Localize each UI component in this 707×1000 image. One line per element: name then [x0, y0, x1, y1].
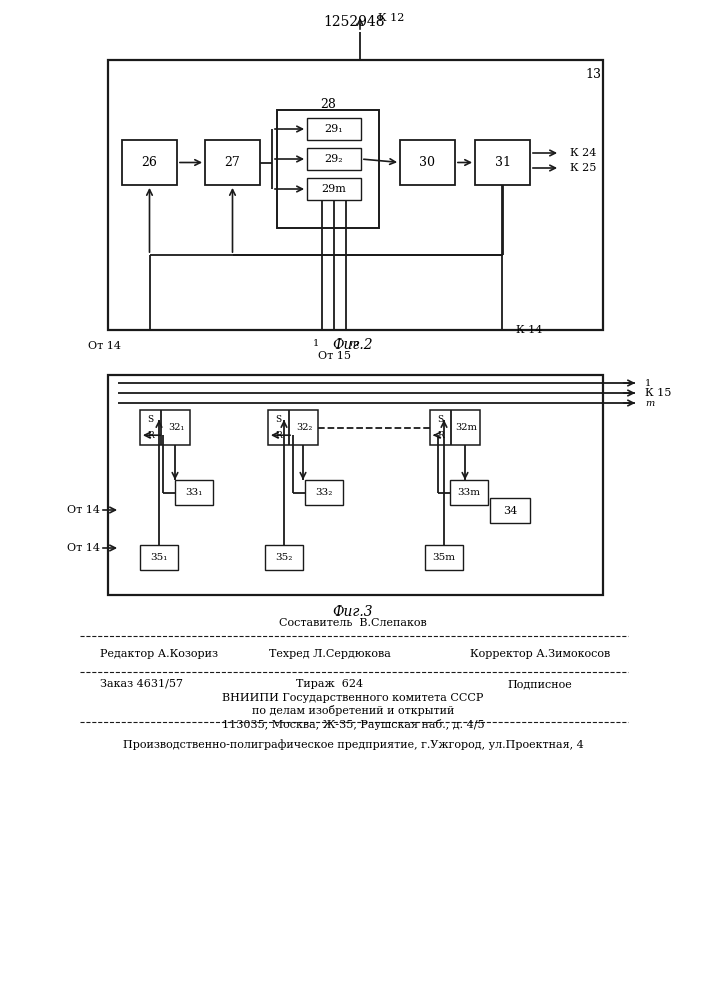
Text: по делам изобретений и открытий: по делам изобретений и открытий — [252, 706, 454, 716]
Text: 35₂: 35₂ — [275, 553, 293, 562]
Text: К 14: К 14 — [516, 325, 542, 335]
Bar — [205, 140, 260, 185]
Text: От 14: От 14 — [67, 543, 100, 553]
Text: 33₂: 33₂ — [315, 488, 333, 497]
Text: Производственно-полиграфическое предприятие, г.Ужгород, ул.Проектная, 4: Производственно-полиграфическое предприя… — [122, 740, 583, 750]
Bar — [475, 140, 530, 185]
Bar — [268, 410, 318, 445]
Bar — [175, 480, 213, 505]
Bar — [307, 148, 361, 170]
Bar — [277, 110, 379, 228]
Text: 28: 28 — [320, 98, 336, 110]
Text: 31: 31 — [494, 156, 510, 169]
Text: К 25: К 25 — [570, 163, 597, 173]
Text: S: S — [276, 415, 281, 424]
Text: 32m: 32m — [455, 423, 477, 432]
Bar — [140, 545, 178, 570]
Text: 29m: 29m — [322, 184, 346, 194]
Text: 35m: 35m — [433, 553, 455, 562]
Text: 1: 1 — [312, 340, 319, 349]
Bar — [307, 178, 361, 200]
Bar — [400, 140, 455, 185]
Text: Подписное: Подписное — [508, 679, 573, 689]
Bar — [122, 140, 177, 185]
Text: R: R — [147, 431, 154, 440]
Text: Корректор А.Зимокосов: Корректор А.Зимокосов — [470, 649, 610, 659]
Text: 1252948: 1252948 — [323, 15, 385, 29]
Text: m: m — [349, 340, 358, 349]
Text: Фиг.2: Фиг.2 — [333, 338, 373, 352]
Text: От 15: От 15 — [317, 351, 351, 361]
Text: 33m: 33m — [457, 488, 481, 497]
Text: 32₂: 32₂ — [296, 423, 312, 432]
Text: 13: 13 — [585, 68, 601, 81]
Text: Фиг.3: Фиг.3 — [333, 605, 373, 619]
Bar — [307, 118, 361, 140]
Text: От 14: От 14 — [88, 341, 122, 351]
Bar — [425, 545, 463, 570]
Text: S: S — [438, 415, 443, 424]
Text: К 12: К 12 — [378, 13, 404, 23]
Text: Техред Л.Сердюкова: Техред Л.Сердюкова — [269, 649, 391, 659]
Text: 113035, Москва, Ж-35, Раушская наб., д. 4/5: 113035, Москва, Ж-35, Раушская наб., д. … — [222, 718, 484, 730]
Text: 30: 30 — [419, 156, 436, 169]
Bar — [265, 545, 303, 570]
Bar — [108, 375, 603, 595]
Text: 34: 34 — [503, 506, 517, 516]
Bar — [450, 480, 488, 505]
Text: 32₁: 32₁ — [168, 423, 185, 432]
Text: От 14: От 14 — [67, 505, 100, 515]
Bar — [490, 498, 530, 523]
Text: 29₂: 29₂ — [325, 154, 344, 164]
Text: 1: 1 — [645, 378, 651, 387]
Text: К 15: К 15 — [645, 388, 672, 398]
Text: 33₁: 33₁ — [185, 488, 203, 497]
Text: R: R — [437, 431, 444, 440]
Text: 29₁: 29₁ — [325, 124, 344, 134]
Text: 27: 27 — [225, 156, 240, 169]
Bar — [140, 410, 190, 445]
Text: ВНИИПИ Государственного комитета СССР: ВНИИПИ Государственного комитета СССР — [222, 693, 484, 703]
Text: 26: 26 — [141, 156, 158, 169]
Bar — [430, 410, 480, 445]
Text: Редактор А.Козориз: Редактор А.Козориз — [100, 649, 218, 659]
Text: Заказ 4631/57: Заказ 4631/57 — [100, 679, 183, 689]
Text: R: R — [275, 431, 282, 440]
Bar — [108, 60, 603, 330]
Text: m: m — [645, 398, 654, 408]
Bar — [305, 480, 343, 505]
Text: К 24: К 24 — [570, 148, 597, 158]
Text: Тираж  624: Тираж 624 — [296, 679, 363, 689]
Text: Составитель  В.Слепаков: Составитель В.Слепаков — [279, 618, 427, 628]
Text: S: S — [148, 415, 153, 424]
Text: 35₁: 35₁ — [151, 553, 168, 562]
